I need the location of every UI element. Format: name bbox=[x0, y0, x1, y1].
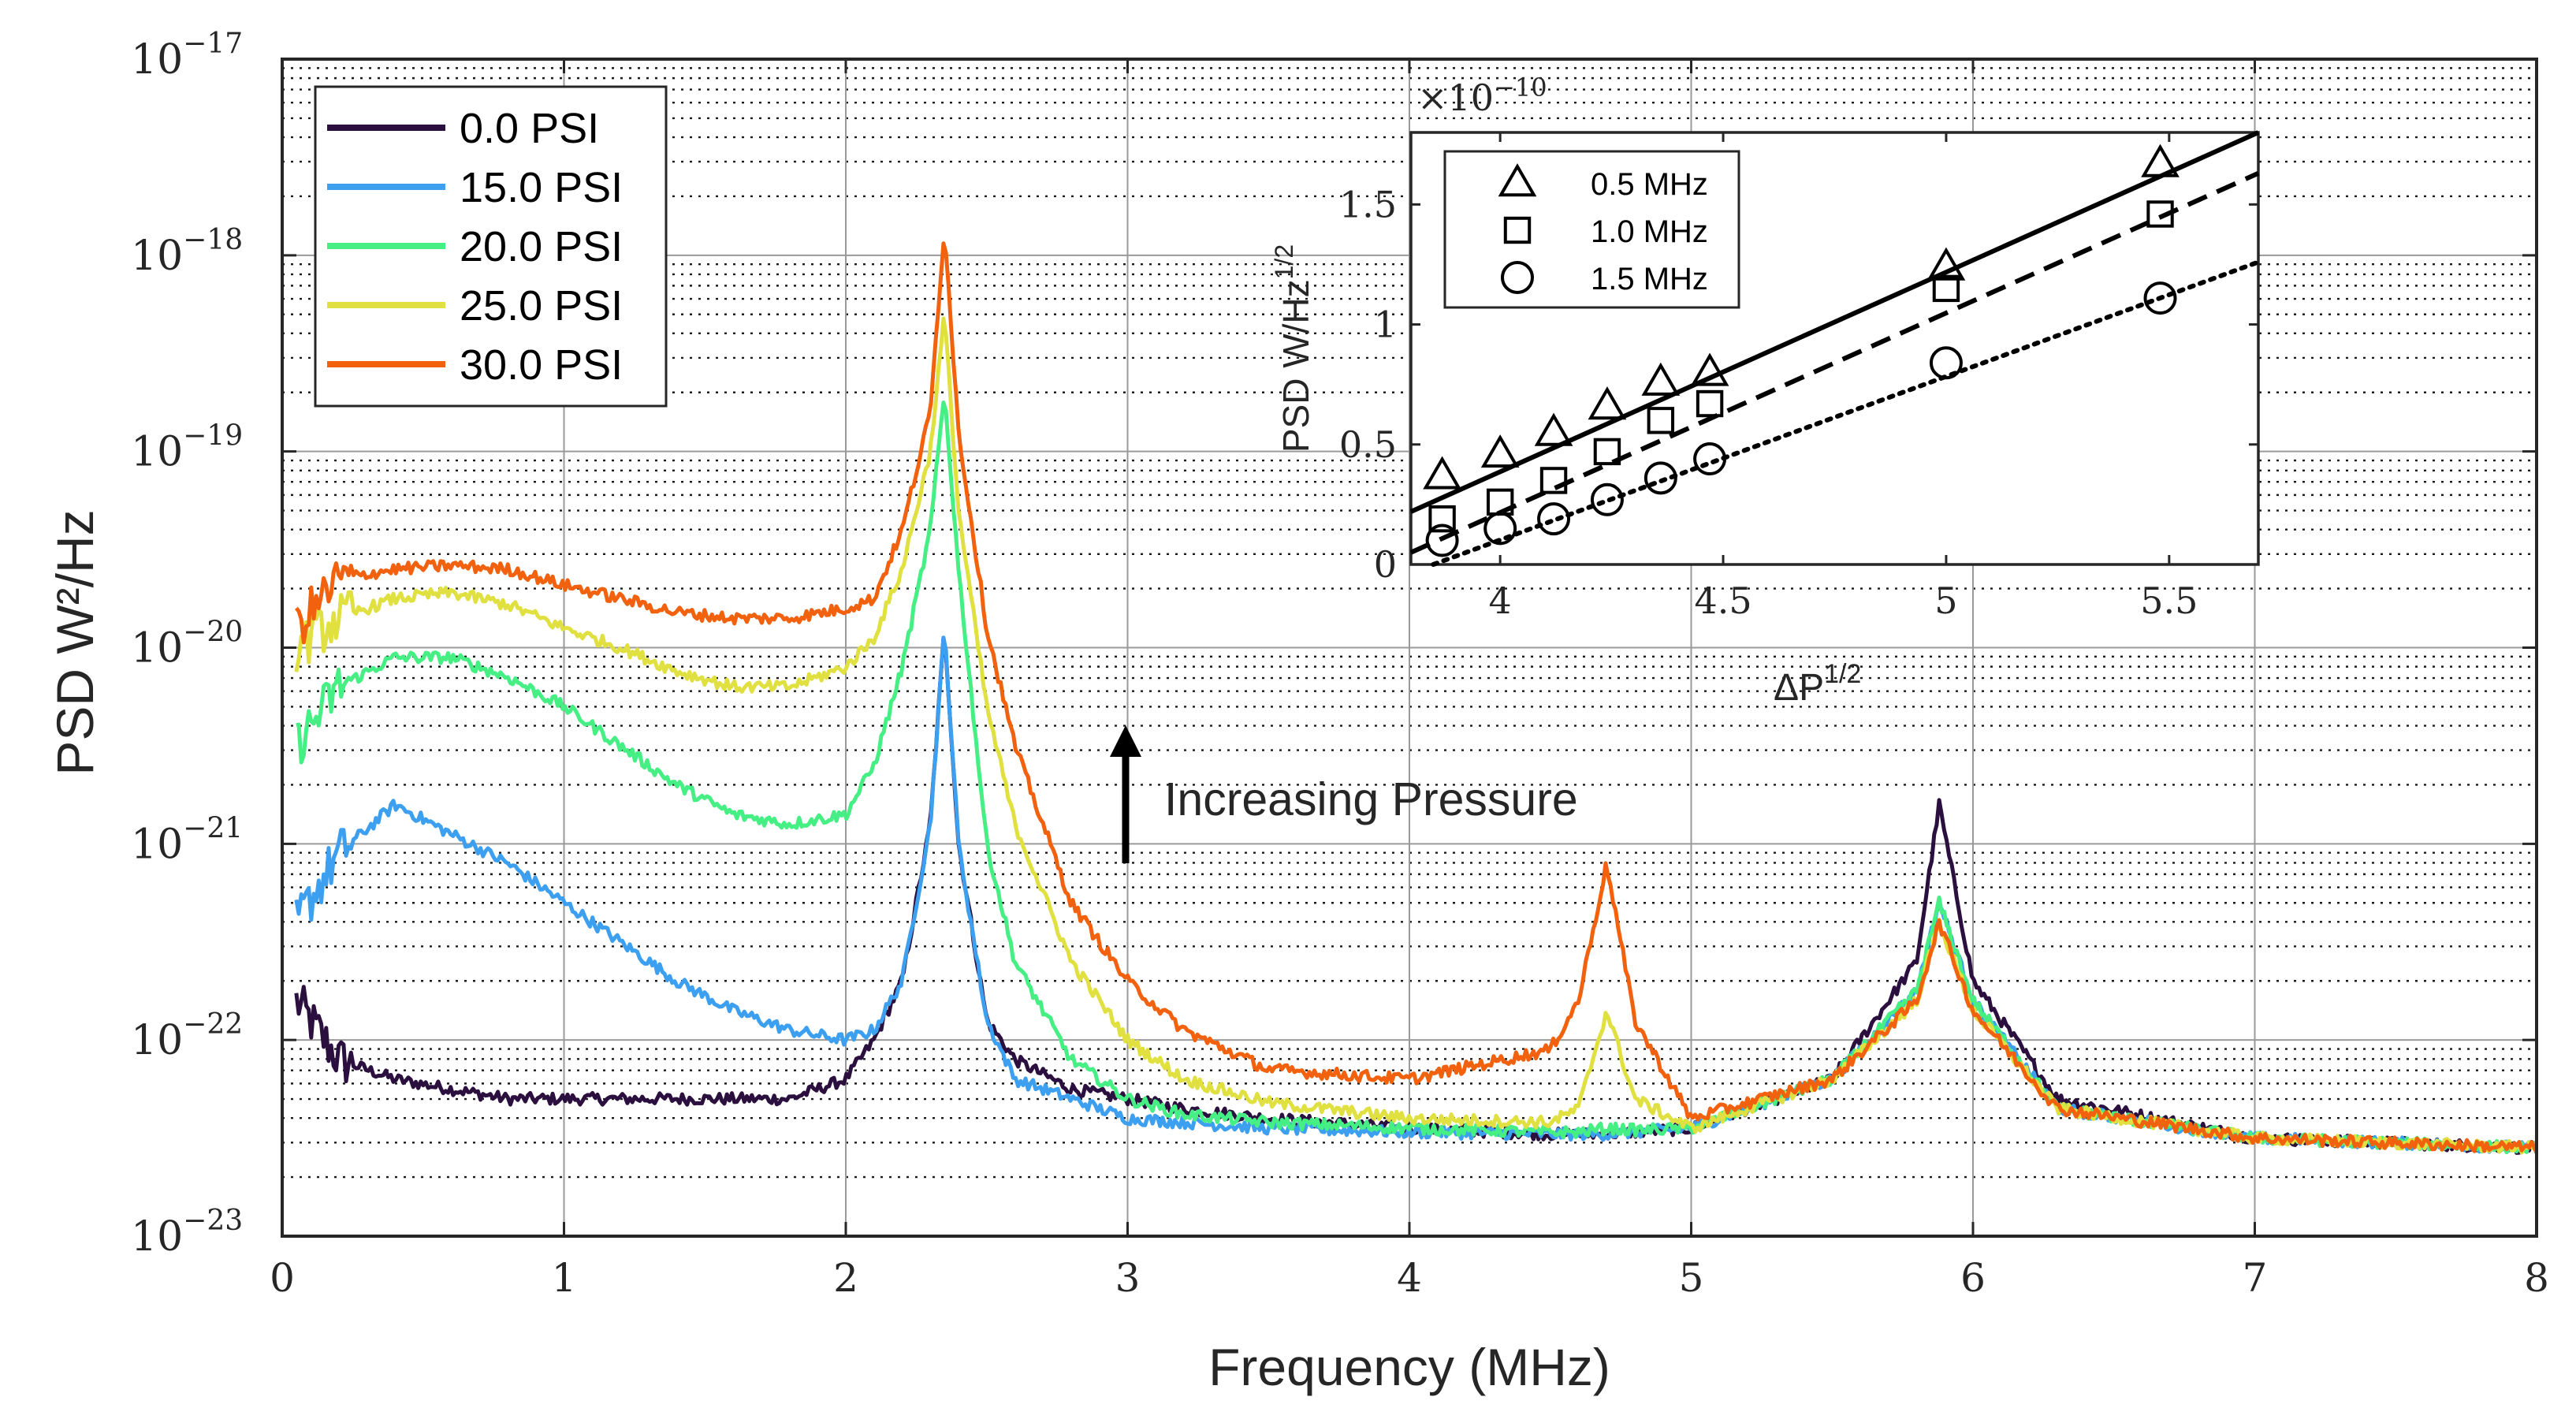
marker-square bbox=[2146, 200, 2174, 228]
inset-y-tick-label: 0 bbox=[1374, 543, 1397, 586]
marker-circle bbox=[2143, 281, 2177, 315]
x-tick-label: 3 bbox=[1115, 1255, 1141, 1301]
inset-markers bbox=[1423, 143, 2180, 557]
marker-triangle bbox=[1588, 386, 1627, 420]
main-x-tick-labels: 0 1 2 3 4 5 6 7 8 bbox=[270, 1255, 2549, 1301]
marker-triangle bbox=[1534, 412, 1573, 446]
fit-line-dashed bbox=[1409, 171, 2260, 555]
inset-x-tick-label: 5 bbox=[1934, 579, 1957, 622]
x-tick-label: 7 bbox=[2243, 1255, 2268, 1301]
marker-square bbox=[1647, 407, 1675, 434]
marker-circle bbox=[1537, 502, 1571, 536]
main-series-group bbox=[294, 241, 2539, 1155]
fit-line-dotted bbox=[1431, 259, 2261, 567]
legend-label: 0.0 PSI bbox=[460, 105, 599, 152]
y-tick-label: 10−17 bbox=[131, 28, 243, 84]
inset-legend-label: 0.5 MHz bbox=[1591, 167, 1708, 202]
x-tick-label: 2 bbox=[833, 1255, 858, 1301]
marker-square bbox=[1539, 467, 1568, 494]
annotation-arrow-head bbox=[1110, 725, 1141, 757]
marker-circle bbox=[1483, 512, 1517, 546]
marker-circle bbox=[1425, 523, 1459, 557]
inset-y-tick-label: 1 bbox=[1374, 304, 1397, 346]
inset-legend-label: 1.0 MHz bbox=[1591, 214, 1708, 249]
y-tick-label: 10−21 bbox=[131, 812, 243, 868]
x-tick-label: 4 bbox=[1397, 1255, 1422, 1301]
marker-circle bbox=[1590, 482, 1624, 516]
inset-legend-marker bbox=[1498, 163, 1537, 197]
marker-square bbox=[1428, 505, 1456, 533]
legend-label: 30.0 PSI bbox=[460, 341, 623, 389]
inset-chart: 4 4.5 5 5.5 0 0.5 1 1.5 ×10−10 ΔP1/2 PSD W/Hz1… bbox=[1270, 73, 2261, 709]
inset-fit-lines bbox=[1409, 130, 2261, 567]
inset-legend-box bbox=[1443, 150, 1740, 309]
inset-multiplier: ×10−10 bbox=[1417, 73, 1547, 119]
inset-x-tick-label: 4.5 bbox=[1694, 579, 1751, 622]
marker-square bbox=[1932, 274, 1960, 303]
marker-triangle bbox=[1480, 434, 1520, 468]
y-tick-label: 10−18 bbox=[131, 224, 243, 280]
marker-square bbox=[1593, 438, 1621, 466]
marker-triangle bbox=[1641, 362, 1681, 396]
inset-legend: 0.5 MHz 1.0 MHz 1.5 MHz bbox=[1443, 150, 1740, 309]
fit-line-solid bbox=[1409, 130, 2260, 514]
annotation-text: Increasing Pressure bbox=[1164, 773, 1578, 825]
x-tick-label: 0 bbox=[270, 1255, 295, 1301]
marker-circle bbox=[1929, 346, 1963, 380]
marker-circle bbox=[1644, 461, 1677, 495]
inset-x-axis-label: ΔP1/2 bbox=[1774, 659, 1861, 709]
marker-triangle bbox=[1423, 456, 1461, 490]
main-ticks bbox=[281, 58, 2538, 1238]
x-tick-label: 6 bbox=[1960, 1255, 1986, 1301]
marker-triangle bbox=[2141, 143, 2180, 177]
inset-y-tick-label: 1.5 bbox=[1339, 183, 1397, 225]
inset-legend-marker bbox=[1503, 216, 1532, 244]
inset-y-axis-label: PSD W/Hz1/2 bbox=[1270, 244, 1316, 453]
inset-y-tick-labels: 0 0.5 1 1.5 bbox=[1339, 183, 1397, 586]
inset-x-tick-label: 4 bbox=[1489, 579, 1512, 622]
marker-circle bbox=[1693, 442, 1727, 476]
inset-y-tick-label: 0.5 bbox=[1339, 423, 1397, 466]
y-tick-label: 10−23 bbox=[131, 1205, 243, 1261]
x-tick-label: 1 bbox=[552, 1255, 577, 1301]
marker-triangle bbox=[1690, 352, 1729, 386]
legend-label: 25.0 PSI bbox=[460, 282, 623, 330]
main-x-axis-label: Frequency (MHz) bbox=[1208, 1338, 1610, 1396]
y-tick-label: 10−22 bbox=[131, 1008, 243, 1064]
main-legend: 0.0 PSI 15.0 PSI 20.0 PSI 25.0 PSI 30.0 PSI bbox=[314, 85, 668, 408]
pressure-annotation: Increasing Pressure bbox=[1110, 725, 1578, 863]
x-tick-label: 5 bbox=[1679, 1255, 1704, 1301]
legend-label: 15.0 PSI bbox=[460, 164, 623, 211]
x-tick-label: 8 bbox=[2524, 1255, 2549, 1301]
inset-legend-marker bbox=[1501, 261, 1534, 294]
y-tick-label: 10−20 bbox=[131, 617, 243, 672]
legend-label: 20.0 PSI bbox=[460, 223, 623, 270]
marker-triangle bbox=[1926, 247, 1966, 281]
marker-square bbox=[1696, 389, 1724, 418]
inset-x-tick-labels: 4 4.5 5 5.5 bbox=[1489, 579, 2198, 622]
main-y-tick-labels: 10−17 10−18 10−19 10−20 10−21 10−22 10−23 bbox=[131, 28, 243, 1261]
inset-legend-label: 1.5 MHz bbox=[1591, 262, 1708, 296]
main-y-axis-label: PSD W²/Hz bbox=[46, 509, 104, 775]
inset-ticks bbox=[1411, 132, 2258, 566]
series-line-300 bbox=[294, 241, 2539, 1154]
y-tick-label: 10−19 bbox=[131, 420, 243, 476]
inset-x-tick-label: 5.5 bbox=[2140, 579, 2198, 622]
